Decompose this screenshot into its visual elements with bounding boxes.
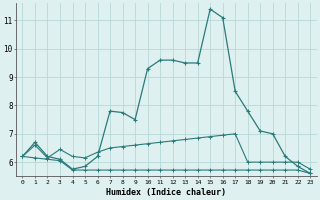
X-axis label: Humidex (Indice chaleur): Humidex (Indice chaleur) (106, 188, 226, 197)
